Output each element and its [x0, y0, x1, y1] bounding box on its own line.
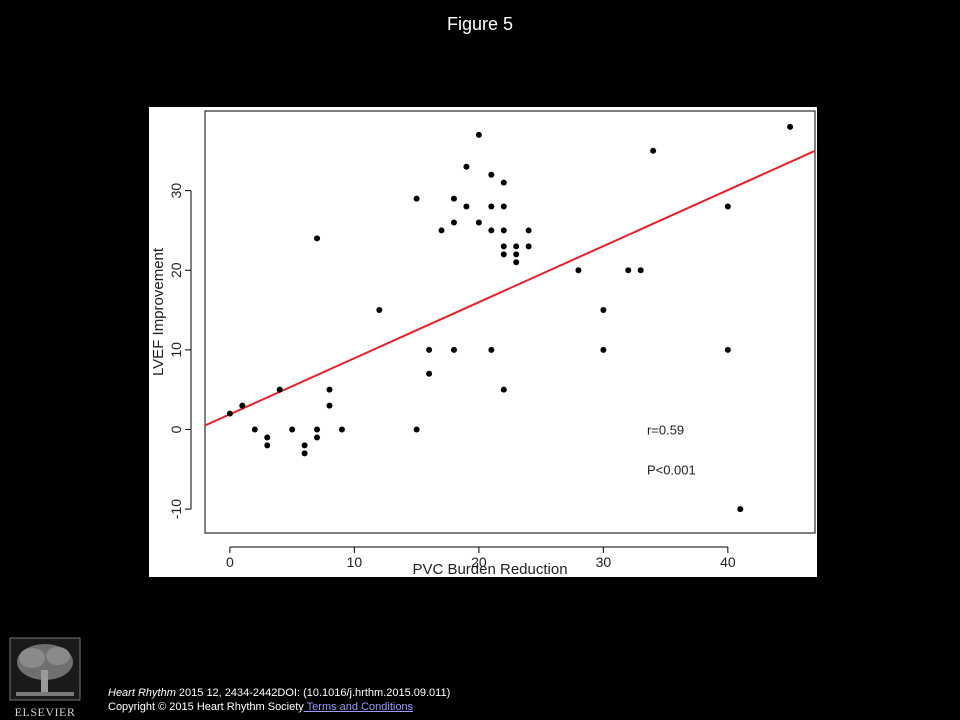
- data-point: [500, 386, 507, 393]
- y-tick-label: 0: [168, 425, 184, 433]
- x-axis: 0 10 20 30 40: [226, 546, 736, 570]
- data-point: [488, 346, 495, 353]
- data-point: [463, 163, 470, 170]
- data-point: [413, 195, 420, 202]
- data-point: [450, 219, 457, 226]
- data-point: [500, 227, 507, 234]
- data-point: [525, 227, 532, 234]
- data-point: [575, 267, 582, 274]
- data-point: [737, 506, 744, 513]
- regression-line: [204, 149, 816, 427]
- annotation-text: r=0.59: [647, 422, 684, 437]
- data-point: [463, 203, 470, 210]
- data-point: [600, 307, 607, 314]
- data-point: [488, 171, 495, 178]
- x-tick-label: 20: [471, 554, 487, 570]
- data-point: [488, 203, 495, 210]
- data-point: [338, 426, 345, 433]
- data-point: [513, 243, 520, 250]
- citation-details: 2015 12, 2434-2442DOI: (10.1016/j.hrthm.…: [175, 687, 451, 699]
- y-axis: -10 0 10 20 30: [168, 183, 192, 519]
- data-point: [376, 307, 383, 314]
- data-point: [276, 386, 283, 393]
- y-axis-label: LVEF Improvement: [150, 247, 167, 376]
- data-point: [326, 402, 333, 409]
- svg-text:ELSEVIER: ELSEVIER: [15, 705, 76, 718]
- data-point: [314, 235, 321, 242]
- data-point: [513, 251, 520, 258]
- y-tick-label: 30: [168, 183, 184, 199]
- data-point: [426, 370, 433, 377]
- citation-block: Heart Rhythm 2015 12, 2434-2442DOI: (10.…: [108, 686, 450, 714]
- x-tick-label: 10: [347, 554, 363, 570]
- data-point: [326, 386, 333, 393]
- data-point: [637, 267, 644, 274]
- data-point: [426, 346, 433, 353]
- data-point: [450, 346, 457, 353]
- data-points: [226, 123, 794, 513]
- data-point: [450, 195, 457, 202]
- data-point: [438, 227, 445, 234]
- journal-name: Heart Rhythm: [108, 687, 176, 699]
- data-point: [475, 131, 482, 138]
- copyright-line: Copyright © 2015 Heart Rhythm Society Te…: [108, 700, 450, 714]
- data-point: [500, 243, 507, 250]
- data-point: [475, 219, 482, 226]
- annotation-text: P<0.001: [647, 462, 696, 477]
- data-point: [251, 426, 258, 433]
- y-tick-label: 10: [168, 342, 184, 358]
- data-point: [500, 179, 507, 186]
- citation-line: Heart Rhythm 2015 12, 2434-2442DOI: (10.…: [108, 686, 450, 700]
- scatter-chart: 0 10 20 30 40 -10 0 10 20 30 r=0.59 P<0.001 PVC B…: [150, 110, 816, 577]
- data-point: [314, 434, 321, 441]
- plot-box: [204, 110, 816, 534]
- data-point: [289, 426, 296, 433]
- data-point: [525, 243, 532, 250]
- data-point: [787, 123, 794, 130]
- y-tick-label: -10: [168, 499, 184, 519]
- data-point: [301, 450, 308, 457]
- terms-and-conditions-link[interactable]: Terms and Conditions: [303, 701, 414, 713]
- data-point: [625, 267, 632, 274]
- data-point: [264, 442, 271, 449]
- x-tick-label: 40: [720, 554, 736, 570]
- data-point: [500, 251, 507, 258]
- y-tick-label: 20: [168, 262, 184, 278]
- data-point: [488, 227, 495, 234]
- annotations: r=0.59 P<0.001: [647, 422, 696, 477]
- x-axis-label: PVC Burden Reduction: [412, 561, 567, 577]
- copyright-text: Copyright © 2015 Heart Rhythm Society: [108, 701, 304, 713]
- figure-title: Figure 5: [446, 14, 514, 34]
- data-point: [650, 147, 657, 154]
- data-point: [724, 346, 731, 353]
- chart-panel: 0 10 20 30 40 -10 0 10 20 30 r=0.59 P<0.001 PVC B…: [149, 107, 817, 577]
- x-tick-label: 30: [596, 554, 612, 570]
- data-point: [264, 434, 271, 441]
- data-point: [413, 426, 420, 433]
- data-point: [513, 259, 520, 266]
- data-point: [500, 203, 507, 210]
- elsevier-tree-logo: ELSEVIER: [8, 637, 82, 718]
- data-point: [314, 426, 321, 433]
- x-tick-label: 0: [226, 554, 234, 570]
- data-point: [724, 203, 731, 210]
- data-point: [600, 346, 607, 353]
- data-point: [239, 402, 246, 409]
- data-point: [226, 410, 233, 417]
- data-point: [301, 442, 308, 449]
